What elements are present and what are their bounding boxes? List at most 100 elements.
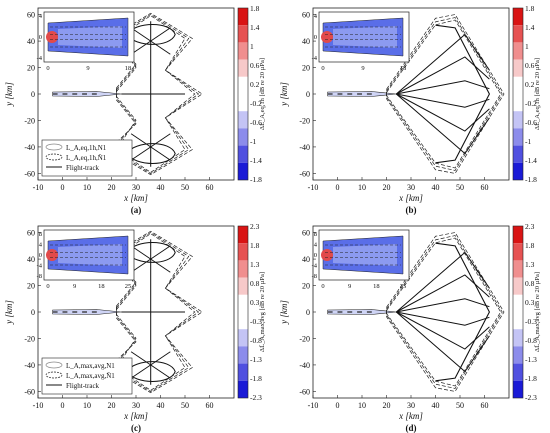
legend-label: L_A,max,avg,N1 <box>66 362 115 370</box>
colorbar-title: ΔL̄_A,max,avg [dB re 20 µPa] <box>259 272 266 352</box>
flight-track <box>396 298 490 313</box>
colorbar-tick-label: 0.2 <box>525 80 535 89</box>
colorbar-segment <box>513 128 523 146</box>
colorbar-tick-label: 0.8 <box>250 279 260 288</box>
inset-x-tick-label: 0 <box>321 65 324 72</box>
x-tick-label: 10 <box>83 183 91 192</box>
y-tick-label: 60 <box>302 229 310 238</box>
inset-x-tick-label: 9 <box>348 283 351 290</box>
colorbar-segment <box>238 243 248 261</box>
inset-y-tick-label: 0 <box>314 34 317 41</box>
panel-label: (a) <box>131 205 142 215</box>
colorbar-segment <box>513 312 523 330</box>
y-tick-label: 60 <box>27 11 35 20</box>
y-tick-label: 0 <box>306 90 310 99</box>
colorbar-segment <box>513 25 523 43</box>
inset-y-tick-label: 8 <box>39 231 42 238</box>
colorbar-segment <box>513 145 523 163</box>
inset-mid-field <box>333 26 397 48</box>
y-tick-label: -20 <box>24 116 35 125</box>
contour-line <box>108 12 203 176</box>
y-axis-label: y [km] <box>279 82 289 107</box>
x-tick-label: -10 <box>33 183 44 192</box>
colorbar-title: ΔL̄_A,eq,1h [dB re 20 µPa] <box>534 58 541 130</box>
colorbar-tick-label: -1.8 <box>250 374 262 383</box>
colorbar-frame <box>512 225 524 399</box>
x-tick-label: -10 <box>33 401 44 410</box>
colorbar-tick-label: -0.8 <box>525 336 537 345</box>
legend-box <box>41 357 133 395</box>
inset-y-tick-label: -8 <box>37 273 42 280</box>
x-axis-label: x [km] <box>398 193 423 203</box>
legend: L_A,max,avg,N1 L_A,max,avg,N̄1 Flight-trac… <box>41 357 133 395</box>
x-tick-label: 50 <box>181 183 189 192</box>
colorbar-segment <box>513 363 523 381</box>
inset-mid-field <box>58 26 122 48</box>
y-tick-label: 0 <box>31 308 35 317</box>
colorbar-segment <box>513 260 523 278</box>
colorbar-segment <box>238 76 248 94</box>
colorbar-tick-label: -0.3 <box>525 317 537 326</box>
x-tick-label: 40 <box>432 401 440 410</box>
flight-track <box>395 93 490 155</box>
contour-line <box>108 230 203 394</box>
inset-y-tick-label: -4 <box>37 263 43 270</box>
colorbar-segment <box>513 243 523 261</box>
contour-line <box>386 232 505 392</box>
colorbar-tick-label: 0.3 <box>525 298 535 307</box>
inset-y-tick-label: -4 <box>37 55 43 62</box>
inset-y-tick-label: -4 <box>312 55 318 62</box>
x-tick-label: 40 <box>157 401 165 410</box>
colorbar-tick-label: 2.3 <box>525 222 535 231</box>
colorbar-segment <box>513 329 523 347</box>
colorbar-tick-label: 1.8 <box>250 241 260 250</box>
y-tick-label: -20 <box>299 116 310 125</box>
colorbar-tick-label: 1.4 <box>525 23 535 32</box>
colorbar-tick-label: 1.4 <box>250 23 260 32</box>
inset-mid-field <box>58 244 122 266</box>
inset-mid-field <box>333 244 397 266</box>
colorbar-segment <box>238 277 248 295</box>
colorbar-frame <box>512 7 524 181</box>
inset-x-tick-label: 18 <box>98 283 105 290</box>
y-tick-label: -20 <box>24 334 35 343</box>
legend-label: L_A,eq,1h,N1 <box>66 144 107 152</box>
y-axis-label: y [km] <box>4 300 14 325</box>
legend-label: Flight-track <box>66 164 100 172</box>
colorbar-tick-label: 1.8 <box>525 241 535 250</box>
colorbar-segment <box>513 111 523 129</box>
colorbar-title: ΔL̄_A,max,avg [dB re 20 µPa] <box>534 272 541 352</box>
flight-track <box>435 24 491 164</box>
x-tick-label: 40 <box>432 183 440 192</box>
colorbar-tick-label: 1 <box>250 42 254 51</box>
colorbar: 2.3 1.8 1.3 0.8 0.3 -0.3 -0.8 -1.3 -1.8 -2.3 ΔL̄_A… <box>512 222 541 402</box>
y-axis-label: y [km] <box>279 300 289 325</box>
y-tick-label: -40 <box>299 361 310 370</box>
flight-track <box>396 80 490 95</box>
x-axis-label: x [km] <box>123 411 148 421</box>
colorbar-tick-label: -1.8 <box>525 175 537 184</box>
y-tick-label: 40 <box>27 37 35 46</box>
colorbar-segment <box>513 8 523 26</box>
colorbar-tick-label: -1.4 <box>250 156 262 165</box>
x-tick-label: -10 <box>308 401 319 410</box>
colorbar-segment <box>513 294 523 312</box>
x-tick-label: 0 <box>61 183 65 192</box>
inset-y-tick-label: 8 <box>314 231 317 238</box>
y-tick-label: 40 <box>302 255 310 264</box>
colorbar-tick-label: -1.3 <box>250 355 262 364</box>
y-tick-label: -60 <box>24 387 35 396</box>
flight-track <box>396 56 490 95</box>
legend: L_A,eq,1h,N1 L_A,eq,1h,N̄1 Flight-track <box>41 139 133 177</box>
x-tick-label: 20 <box>108 401 116 410</box>
flight-track <box>396 311 490 326</box>
inset-y-tick-label: 4 <box>314 242 318 249</box>
inset-y-tick-label: 4 <box>39 242 43 249</box>
colorbar-segment <box>238 111 248 129</box>
colorbar-segment <box>238 59 248 77</box>
x-tick-label: 30 <box>132 183 140 192</box>
colorbar-tick-label: -0.2 <box>525 99 537 108</box>
